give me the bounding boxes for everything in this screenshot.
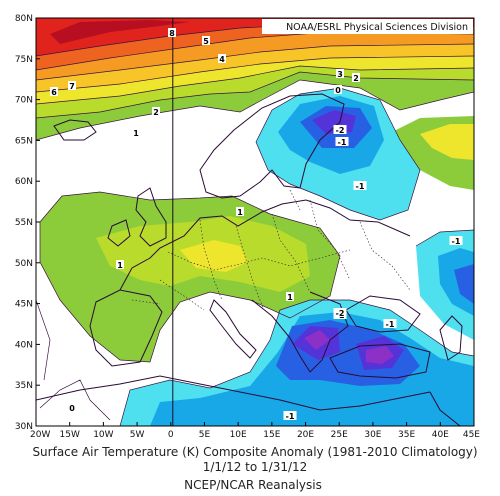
caption-source: NCEP/NCAR Reanalysis: [184, 478, 322, 492]
contour-label: 0: [69, 404, 75, 413]
latitude-ticks: 80N 75N 70N 65N 60N 55N 50N 45N 40N 35N 30N: [15, 14, 40, 432]
longitude-ticks: 20W 15W 10W 5W 0 5E 10E 15E 20E 25E 30E 35E 40E 45E: [30, 422, 480, 440]
contour-label: 1: [287, 293, 293, 302]
cold-anomaly-east-core: [454, 264, 474, 304]
contour-label-bg: [132, 128, 140, 137]
lon-tick-label: 20E: [297, 430, 314, 440]
contour-label: 7: [69, 82, 75, 91]
contour-label-bg: [333, 308, 347, 317]
contour-label: 1: [237, 208, 243, 217]
contour-label-bg: [236, 207, 244, 216]
lat-tick-label: 70N: [15, 96, 33, 106]
contour-label-bg: [353, 181, 367, 190]
contour-label: -1: [338, 138, 347, 147]
contour-label: 2: [153, 108, 159, 117]
lon-tick-label: 15W: [60, 430, 80, 440]
lat-tick-label: 80N: [15, 14, 33, 24]
coastline-north-africa: [36, 375, 431, 411]
lon-tick-label: 0: [168, 430, 174, 440]
political-borders: [131, 189, 411, 311]
contour-label-bg: [352, 73, 360, 82]
lon-tick-label: 10W: [93, 430, 113, 440]
coastline-turkey: [329, 343, 431, 379]
lat-tick-label: 30N: [15, 422, 33, 432]
contour-label: 1: [133, 129, 139, 138]
contour-label: 5: [203, 37, 209, 46]
lon-tick-label: 5W: [130, 430, 145, 440]
contour-label-bg: [68, 403, 76, 412]
lon-tick-label: 20W: [30, 430, 50, 440]
credit-box: [262, 19, 473, 34]
contour-label-bg: [333, 125, 347, 134]
lon-tick-label: 45E: [463, 430, 480, 440]
lon-tick-label: 35E: [398, 430, 415, 440]
contour-label-bg: [50, 87, 58, 96]
lat-tick-label: 35N: [15, 381, 33, 391]
coastline-arabia: [429, 391, 461, 426]
contour-label-bg: [335, 137, 349, 146]
cold-anomaly-turkey-center: [366, 346, 394, 364]
credit-text: NOAA/ESRL Physical Sciences Division: [286, 22, 468, 33]
contour-label-bg: [168, 28, 176, 37]
coastline-black-sea: [345, 295, 421, 333]
caption-title: Surface Air Temperature (K) Composite An…: [32, 445, 477, 459]
coastline-ireland: [107, 219, 131, 247]
cold-anomaly-egypt: [390, 392, 452, 426]
coastline-caspian: [439, 315, 463, 361]
contour-label: 0: [335, 86, 341, 95]
contour-label: -2: [336, 126, 345, 135]
lon-tick-label: 25E: [331, 430, 348, 440]
coastline-italy: [209, 299, 257, 359]
contour-label-bg: [286, 292, 294, 301]
lat-tick-label: 60N: [15, 177, 33, 187]
contour-label-bg: [449, 236, 463, 245]
lon-tick-label: 15E: [263, 430, 280, 440]
contour-label-bg: [218, 54, 226, 63]
coastline-iceland: [53, 119, 97, 141]
contour-label-bg: [116, 260, 124, 269]
coastline-scandinavia: [199, 93, 345, 199]
coastline-continent: [119, 199, 411, 291]
lon-tick-label: 5E: [199, 430, 211, 440]
cold-anomaly-balkan-center: [304, 330, 330, 350]
contour-label-bg: [334, 85, 342, 94]
contour-label: 8: [169, 29, 175, 38]
contour-label-bg: [383, 319, 397, 328]
lon-tick-label: 10E: [230, 430, 247, 440]
contour-label: 2: [353, 74, 359, 83]
contour-label-bg: [202, 36, 210, 45]
contour-label: -1: [286, 412, 295, 421]
contour-label: -1: [452, 237, 461, 246]
lat-tick-label: 45N: [15, 300, 33, 310]
contour-label-bg: [68, 81, 76, 90]
contour-label: 1: [117, 261, 123, 270]
contour-label-bg: [283, 411, 297, 420]
caption-date-range: 1/1/12 to 1/31/12: [203, 460, 308, 474]
lat-tick-label: 75N: [15, 55, 33, 65]
contour-label: -1: [386, 320, 395, 329]
lat-tick-label: 55N: [15, 218, 33, 228]
lon-tick-label: 30E: [364, 430, 381, 440]
contour-label: 3: [337, 70, 343, 79]
warm-anomaly-core: [50, 20, 190, 44]
coastline-britain: [135, 187, 167, 247]
warm-anomaly-europe-3: [180, 240, 248, 272]
contour-label: 4: [219, 55, 225, 64]
contour-label: 6: [51, 88, 57, 97]
lon-tick-label: 40E: [432, 430, 449, 440]
cold-anomaly-east-2: [438, 248, 474, 316]
lat-tick-label: 40N: [15, 340, 33, 350]
contour-label-bg: [152, 107, 160, 116]
contour-label: -2: [336, 309, 345, 318]
contour-label: -1: [356, 182, 365, 191]
warm-anomaly-east-inner: [420, 124, 474, 160]
coastline-iberia: [89, 289, 163, 367]
coastlines: [36, 93, 463, 426]
lat-tick-label: 50N: [15, 259, 33, 269]
contour-label-bg: [336, 69, 344, 78]
lat-tick-label: 65N: [15, 136, 33, 146]
